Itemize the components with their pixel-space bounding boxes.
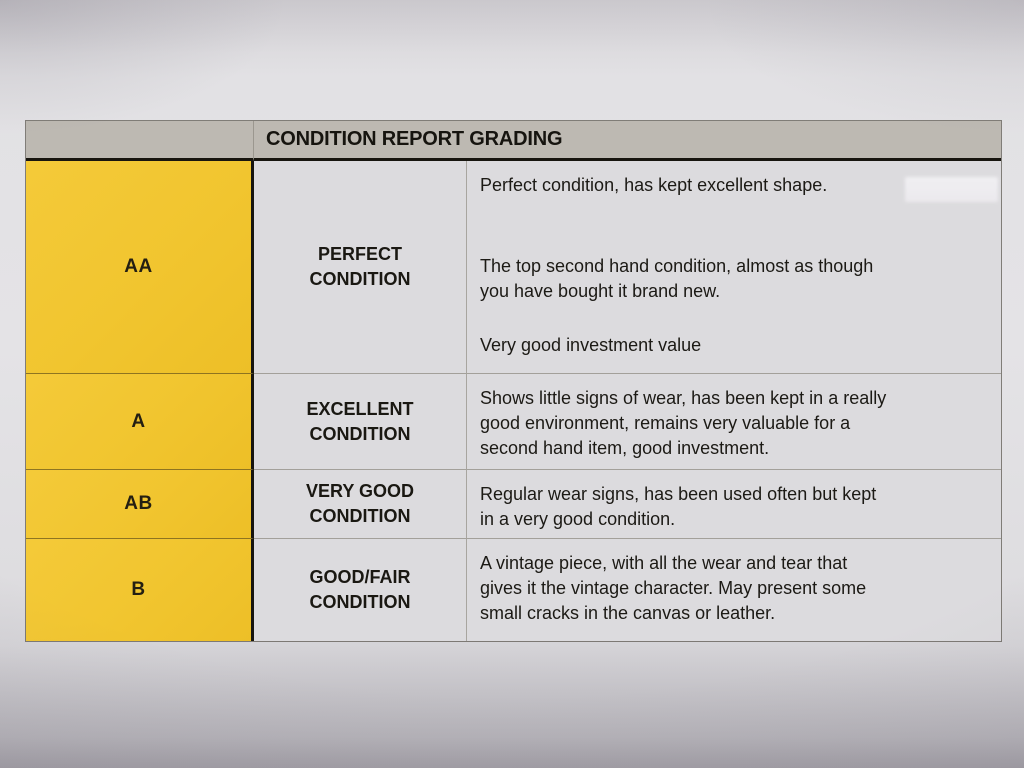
description-paragraph: The top second hand condition, almost as… — [480, 256, 874, 301]
description-cell-ab: Regular wear signs, has been used often … — [466, 469, 1001, 538]
whiteout-patch — [905, 177, 998, 202]
grade-cell-b: B — [26, 538, 254, 641]
grade-cell-aa: AA — [26, 161, 254, 373]
description-cell-a: Shows little signs of wear, has been kep… — [466, 373, 1001, 469]
description-cell-b: A vintage piece, with all the wear and t… — [466, 538, 1001, 641]
table-title: CONDITION REPORT GRADING — [254, 121, 1001, 161]
description-paragraph: Very good investment value — [480, 335, 702, 355]
condition-grading-table: CONDITION REPORT GRADING AA PERFECT COND… — [25, 120, 1002, 642]
condition-label: GOOD/FAIR CONDITION — [309, 567, 411, 612]
condition-cell-a: EXCELLENT CONDITION — [254, 373, 466, 469]
description-paragraph: Perfect condition, has kept excellent sh… — [480, 175, 828, 195]
description-paragraph: Regular wear signs, has been used often … — [480, 484, 877, 529]
condition-label: PERFECT CONDITION — [309, 244, 411, 289]
condition-cell-aa: PERFECT CONDITION — [254, 161, 466, 373]
header-corner-cell — [26, 121, 254, 161]
condition-label: EXCELLENT CONDITION — [306, 398, 414, 444]
condition-cell-ab: VERY GOOD CONDITION — [254, 469, 466, 538]
condition-cell-b: GOOD/FAIR CONDITION — [254, 538, 466, 641]
grade-cell-a: A — [26, 373, 254, 469]
description-paragraph: A vintage piece, with all the wear and t… — [480, 553, 867, 623]
description-paragraph: Shows little signs of wear, has been kep… — [480, 388, 887, 458]
grade-cell-ab: AB — [26, 469, 254, 538]
condition-label: VERY GOOD CONDITION — [305, 481, 415, 526]
